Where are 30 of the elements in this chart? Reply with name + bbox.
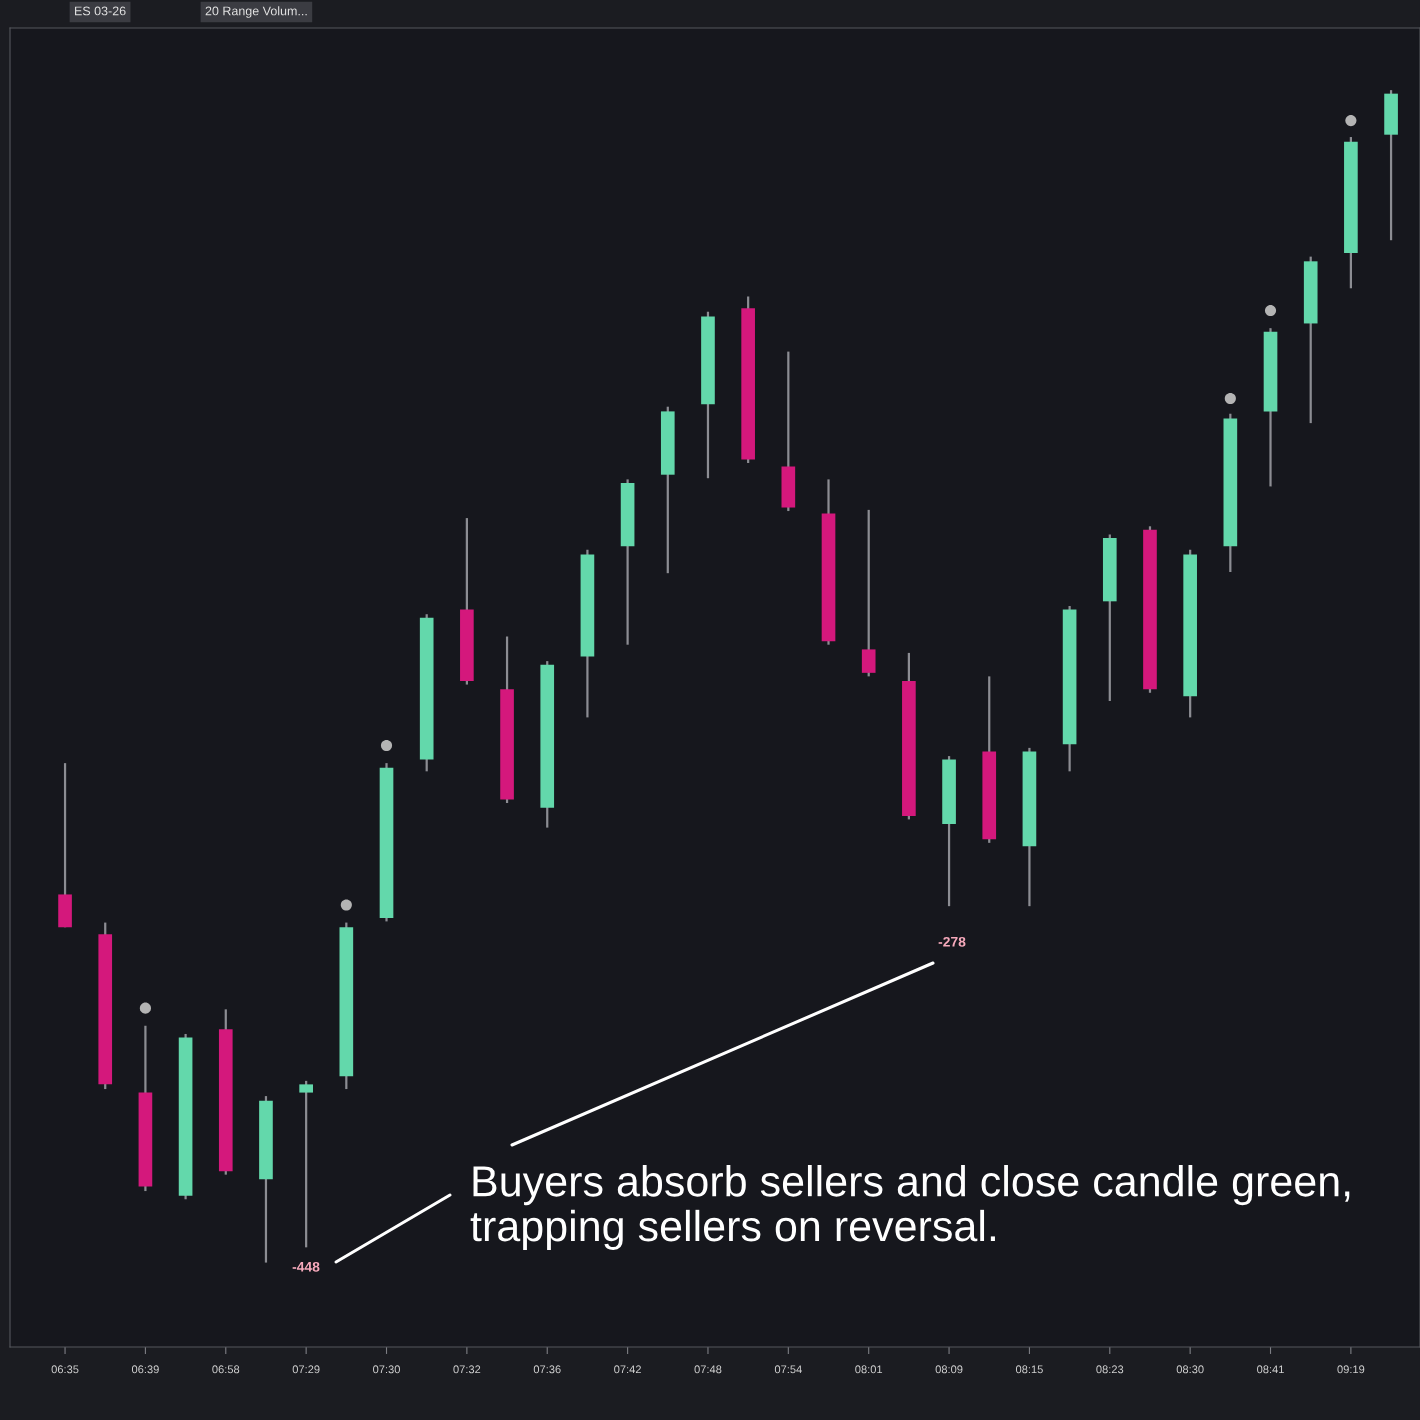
annotation: Buyers absorb sellers and close candle green, trapping sellers on reversal. (470, 1165, 1350, 1250)
annotation: -448 (292, 1261, 320, 1272)
x-tick-label: 07:36 (533, 1365, 561, 1374)
x-tick-label: 07:29 (292, 1365, 320, 1374)
x-tick-label: 07:32 (453, 1365, 481, 1374)
candlestick (861, 508, 876, 678)
candlestick (299, 1079, 313, 1249)
chart-subtitle: 20 Range Volum... (205, 6, 307, 18)
x-tick-label: 08:15 (1015, 1365, 1043, 1374)
point (139, 1002, 151, 1014)
x-tick-label: 08:30 (1176, 1365, 1204, 1374)
x-tick-label: 09:19 (1337, 1365, 1365, 1374)
point (1224, 392, 1236, 405)
x-tick-label: 07:54 (774, 1365, 802, 1374)
annotation: -278 (938, 936, 966, 947)
x-tick-label: 08:41 (1257, 1365, 1284, 1374)
point (1264, 305, 1277, 317)
x-tick-label: 06:58 (212, 1365, 240, 1374)
point (380, 739, 393, 752)
x-tick-label: 06:39 (131, 1365, 159, 1374)
point (1345, 115, 1357, 127)
x-tick-label: 07:48 (694, 1365, 722, 1374)
x-tick-label: 08:23 (1096, 1365, 1124, 1374)
point (340, 899, 352, 911)
chart-title: ES 03-26 (75, 6, 126, 16)
x-tick-label: 07:42 (614, 1365, 641, 1374)
x-tick-label: 07:30 (373, 1365, 400, 1374)
x-tick-label: 08:09 (935, 1365, 963, 1374)
x-tick-label: 06:35 (51, 1365, 79, 1374)
x-tick-label: 08:01 (855, 1365, 883, 1374)
